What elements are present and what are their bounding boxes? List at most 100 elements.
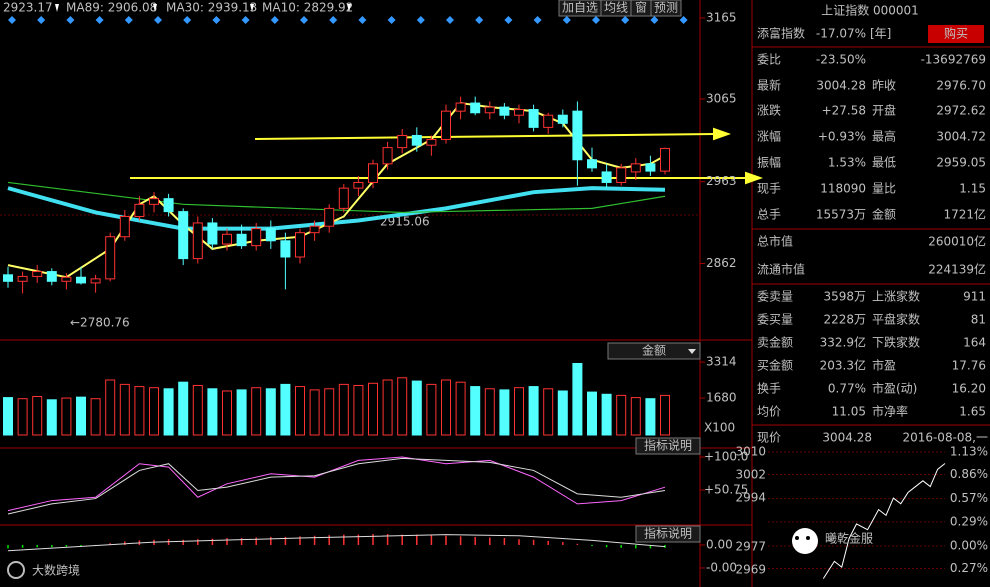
candle-body (630, 163, 641, 173)
quote-cell: 委买量 (757, 313, 793, 327)
quote-cell: 市盈(动) (872, 381, 917, 396)
quote-cell: 总手 (757, 208, 781, 222)
y-tick-label: 0.00 (706, 537, 733, 551)
button[interactable] (650, 0, 682, 17)
button-label[interactable]: 指标说明 (644, 438, 692, 453)
y-tick-label: 2963 (706, 174, 737, 188)
candle-body (411, 134, 422, 146)
quote-cell: 涨跌 (757, 103, 781, 118)
line-series (7, 101, 666, 279)
y-tick-label: -0.00 (706, 560, 737, 574)
event-markers (8, 16, 688, 24)
quote-cell: 118090 (820, 182, 866, 196)
volume-bar (455, 381, 466, 436)
event-marker (562, 16, 571, 24)
volume-bar (251, 387, 262, 436)
line-series (7, 456, 666, 512)
quote-cell: 2976.70 (936, 79, 986, 93)
volume-bar (543, 388, 554, 436)
volume-bar (192, 384, 203, 436)
quote-cell: 委卖量 (757, 290, 793, 304)
y-tick-label: 3002 (735, 468, 766, 482)
y-tick-label: 3165 (706, 10, 737, 24)
quote-cell: 金额 (872, 207, 896, 222)
y2-tick-label: 0.27% (950, 561, 988, 575)
quote-cell: 涨幅 (757, 129, 781, 144)
selector[interactable] (607, 342, 701, 360)
event-marker (8, 16, 16, 24)
volume-bar (32, 395, 43, 436)
event-marker (270, 16, 279, 24)
volume-bar (426, 383, 437, 436)
quote-cell: 最低 (872, 156, 896, 170)
volume-bar (61, 397, 72, 436)
buy-button[interactable] (928, 25, 984, 43)
quote-cell: 15573万 (816, 208, 866, 222)
candle-body (514, 109, 524, 116)
event-marker (37, 16, 46, 24)
intraday-price: 3004.28 (822, 431, 872, 445)
candle-body (163, 198, 174, 213)
quote-cell: 0.77% (828, 382, 866, 396)
volume-bar (660, 394, 670, 436)
volume-bar (265, 388, 276, 436)
fund-name: 添富指数 (757, 26, 805, 41)
quote-cell: -23.50% (816, 53, 866, 67)
candle-body (192, 222, 203, 260)
quote-cell: 开盘 (872, 103, 896, 118)
quote-cell: 均价 (757, 405, 781, 419)
candle-body (616, 167, 627, 183)
candle-body (222, 233, 232, 245)
candle-body (105, 236, 116, 280)
y-tick-label: 2994 (735, 491, 766, 505)
candle-body (178, 211, 189, 260)
candle-body (353, 181, 364, 189)
button-label[interactable]: 均线 (604, 1, 628, 15)
quote-cell: 81 (971, 313, 986, 327)
volume-bar (46, 399, 57, 436)
selector-label[interactable]: 金额 (642, 343, 666, 358)
y2-tick-label: 0.29% (950, 514, 988, 528)
volume-bar (17, 398, 28, 436)
button-label[interactable]: 预测 (654, 1, 678, 15)
candle-body (251, 228, 262, 247)
logo: 大数跨境 (32, 563, 80, 578)
button-label[interactable]: 指标说明 (644, 526, 692, 541)
low-label: ←2780.76 (70, 316, 130, 330)
header-arrows (55, 4, 351, 12)
volume-bar (309, 389, 320, 436)
candle-body (207, 222, 218, 245)
candle-body (645, 163, 656, 172)
candle-body (441, 110, 451, 141)
button-label[interactable]: 加自选 (562, 1, 598, 15)
quote-cell: 最新 (757, 78, 781, 93)
button-label[interactable]: 窗 (635, 1, 647, 15)
button[interactable] (635, 525, 701, 543)
candle-body (46, 271, 57, 282)
event-marker (621, 16, 630, 24)
logo-icon (7, 561, 25, 579)
candle-body (382, 147, 393, 165)
volume-bar (587, 391, 597, 436)
candle-body (455, 102, 466, 112)
quote-cell: 昨收 (872, 79, 896, 93)
event-marker (358, 16, 367, 24)
y2-tick-label: 1.13% (950, 444, 988, 458)
event-marker (154, 16, 162, 24)
volume-bar (601, 393, 612, 436)
y2-tick-label: 0.57% (950, 491, 988, 505)
button[interactable] (635, 437, 701, 455)
volume-bar (105, 379, 116, 436)
volume-unit: X100 (704, 421, 735, 435)
buy-label[interactable]: 购买 (944, 26, 968, 41)
volume-bar (338, 383, 349, 436)
candle-body (119, 215, 130, 238)
header-ma30: MA30: 2939.13 (166, 1, 257, 15)
quote-cell: 3004.72 (936, 130, 986, 144)
volume-bar (178, 381, 189, 436)
volume-bar (76, 396, 86, 436)
quote-cell: 224139亿 (928, 262, 986, 277)
